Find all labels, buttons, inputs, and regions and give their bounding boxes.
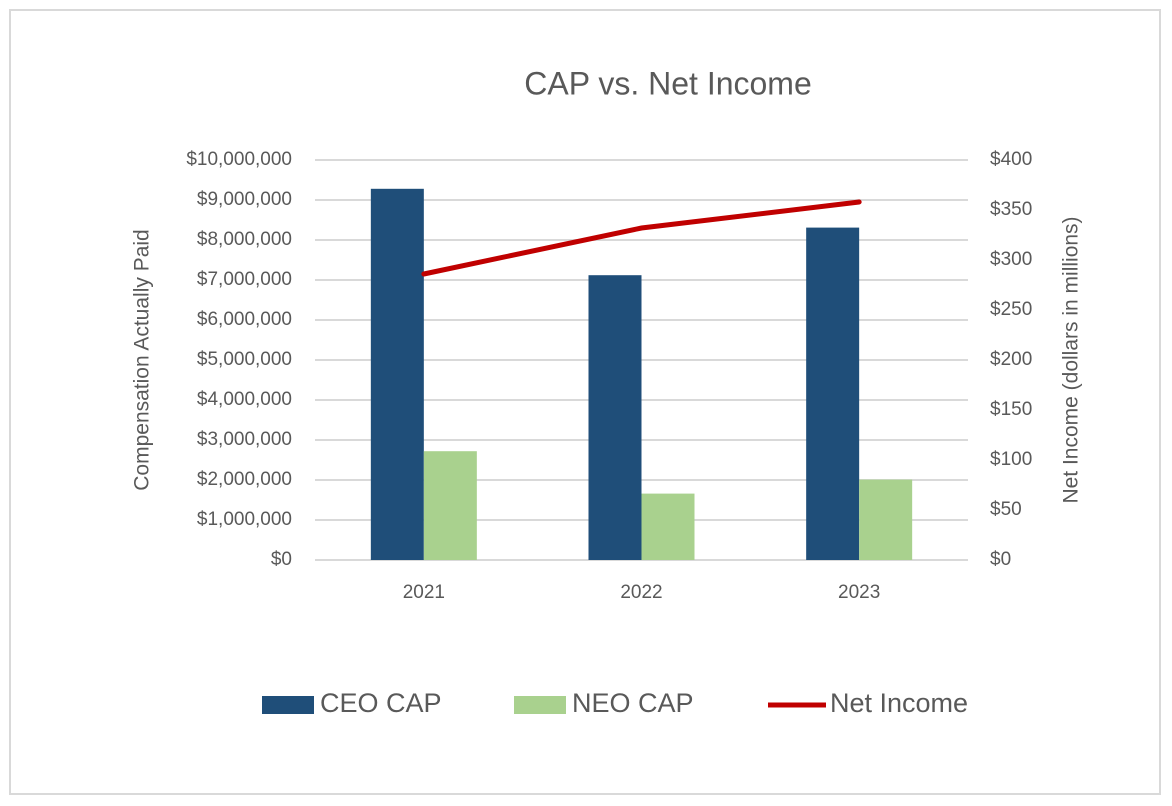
y2-axis-title: Net Income (dollars in millions): [1060, 216, 1083, 503]
bar: [859, 479, 913, 560]
legend-swatch: [262, 696, 314, 714]
bar: [806, 227, 860, 560]
y-tick-label: $2,000,000: [197, 469, 292, 490]
y-tick-label: $4,000,000: [197, 389, 292, 410]
y2-tick-label: $200: [990, 349, 1032, 370]
bar: [423, 451, 477, 560]
y-tick-label: $3,000,000: [197, 429, 292, 450]
y2-tick-label: $0: [990, 549, 1011, 570]
legend-label: Net Income: [830, 688, 968, 718]
bar: [588, 275, 642, 560]
y2-tick-label: $50: [990, 499, 1022, 520]
bar: [370, 188, 424, 561]
legend-swatch: [514, 696, 566, 714]
y-tick-label: $9,000,000: [197, 189, 292, 210]
y2-tick-label: $400: [990, 149, 1032, 170]
legend-label: CEO CAP: [320, 688, 442, 718]
y2-tick-label: $300: [990, 249, 1032, 270]
y-tick-label: $0: [271, 549, 292, 570]
y2-tick-label: $100: [990, 449, 1032, 470]
legend-label: NEO CAP: [572, 688, 694, 718]
y-axis-title: Compensation Actually Paid: [131, 229, 154, 491]
y2-tick-label: $250: [990, 299, 1032, 320]
y2-tick-label: $150: [990, 399, 1032, 420]
y-tick-label: $8,000,000: [197, 229, 292, 250]
x-tick-label: 2021: [403, 582, 445, 603]
bar: [641, 493, 695, 560]
y-tick-label: $5,000,000: [197, 349, 292, 370]
y-tick-label: $1,000,000: [197, 509, 292, 530]
line: [421, 199, 862, 277]
y-tick-label: $10,000,000: [186, 149, 292, 170]
chart-title: CAP vs. Net Income: [524, 65, 812, 101]
y-tick-label: $7,000,000: [197, 269, 292, 290]
chart-border: [9, 9, 1161, 795]
y2-tick-label: $350: [990, 199, 1032, 220]
y-tick-label: $6,000,000: [197, 309, 292, 330]
x-tick-label: 2023: [838, 582, 880, 603]
x-tick-label: 2022: [620, 582, 662, 603]
